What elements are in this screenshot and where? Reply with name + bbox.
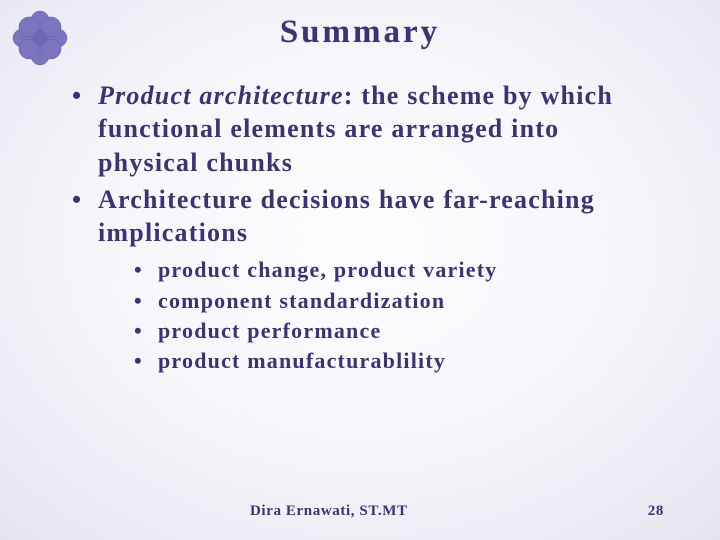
- footer-page-number: 28: [648, 503, 664, 520]
- bullet-main: Product architecture: the scheme by whic…: [70, 79, 660, 179]
- slide-footer: Dira Ernawati, ST.MT 28: [0, 503, 720, 520]
- bullet-term: Product architecture: [98, 81, 344, 110]
- bullet-sub: product manufacturablility: [134, 346, 660, 376]
- flower-icon: [12, 10, 68, 66]
- bullet-sub: product change, product variety: [134, 255, 660, 285]
- bullet-text: Architecture decisions have far-reaching…: [98, 185, 595, 247]
- slide-title: Summary: [0, 0, 720, 51]
- bullet-main: Architecture decisions have far-reaching…: [70, 183, 660, 377]
- bullet-sub: product performance: [134, 316, 660, 346]
- bullet-sub: component standardization: [134, 286, 660, 316]
- footer-author: Dira Ernawati, ST.MT: [250, 503, 408, 520]
- slide-body: Product architecture: the scheme by whic…: [0, 51, 720, 377]
